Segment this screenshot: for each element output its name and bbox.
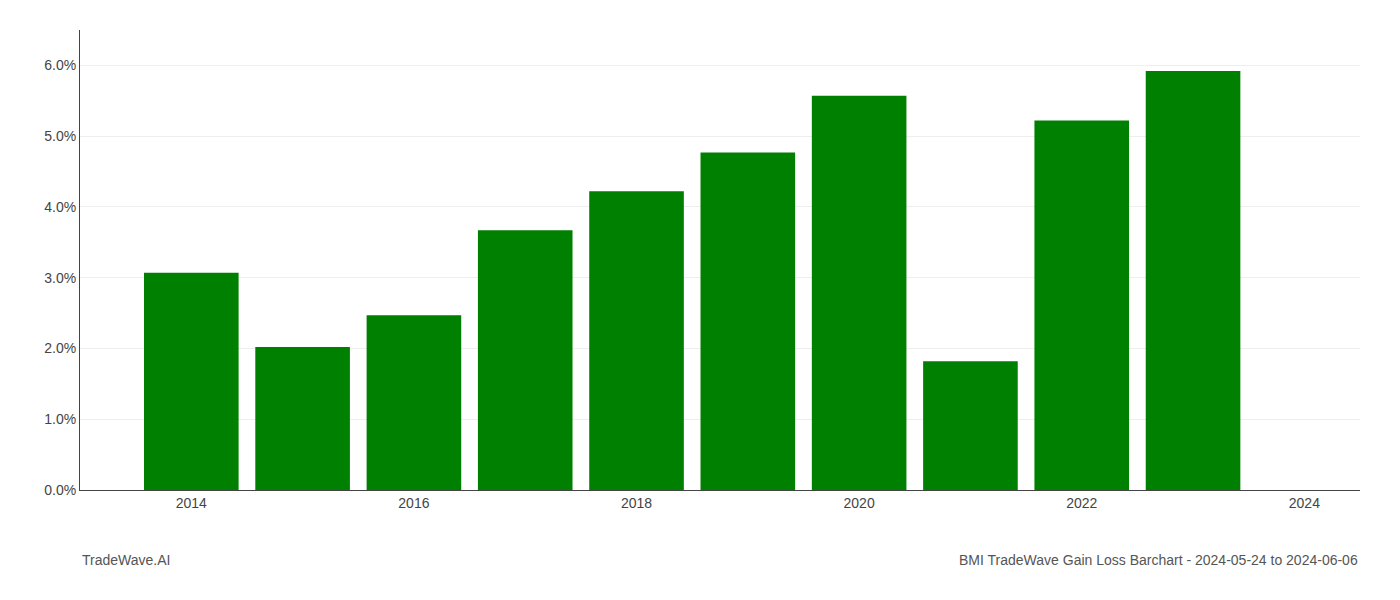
- svg-text:BMI TradeWave Gain Loss Barcha: BMI TradeWave Gain Loss Barchart - 2024-…: [959, 552, 1358, 568]
- svg-text:3.0%: 3.0%: [44, 270, 76, 286]
- svg-text:2014: 2014: [176, 495, 207, 511]
- svg-text:5.0%: 5.0%: [44, 128, 76, 144]
- svg-text:TradeWave.AI: TradeWave.AI: [82, 552, 170, 568]
- svg-text:2.0%: 2.0%: [44, 340, 76, 356]
- svg-text:2024: 2024: [1289, 495, 1320, 511]
- svg-text:2020: 2020: [844, 495, 875, 511]
- svg-text:6.0%: 6.0%: [44, 57, 76, 73]
- svg-text:2018: 2018: [621, 495, 652, 511]
- svg-text:2016: 2016: [398, 495, 429, 511]
- svg-text:0.0%: 0.0%: [44, 482, 76, 498]
- svg-text:1.0%: 1.0%: [44, 411, 76, 427]
- svg-text:4.0%: 4.0%: [44, 199, 76, 215]
- svg-text:2022: 2022: [1066, 495, 1097, 511]
